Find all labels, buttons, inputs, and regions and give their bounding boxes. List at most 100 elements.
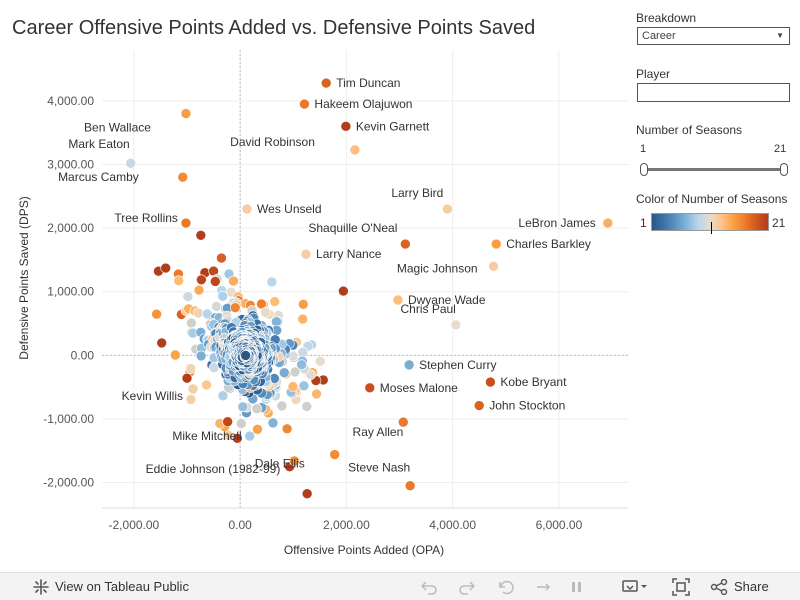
data-point[interactable] xyxy=(235,418,247,429)
data-point[interactable] xyxy=(297,298,309,310)
labeled-data-point[interactable] xyxy=(180,217,192,229)
data-point[interactable] xyxy=(216,252,227,264)
data-point[interactable] xyxy=(301,488,313,500)
data-point[interactable] xyxy=(251,403,263,414)
data-point[interactable] xyxy=(314,356,326,367)
labeled-data-point[interactable] xyxy=(488,260,499,272)
seasons-slider-track[interactable] xyxy=(642,168,786,171)
data-point[interactable] xyxy=(222,416,233,428)
data-point[interactable] xyxy=(287,381,299,392)
data-point[interactable] xyxy=(281,423,293,435)
breakdown-value: Career xyxy=(642,30,676,42)
data-point[interactable] xyxy=(217,290,228,302)
data-point[interactable] xyxy=(156,337,167,349)
redo-button[interactable] xyxy=(458,573,476,600)
data-point[interactable] xyxy=(195,350,207,362)
data-point[interactable] xyxy=(256,298,267,310)
color-legend-title: Color of Number of Seasons xyxy=(636,192,788,206)
breakdown-dropdown[interactable]: Career ▼ xyxy=(637,27,790,45)
share-icon xyxy=(710,578,728,595)
data-point[interactable] xyxy=(289,366,301,378)
redo-icon xyxy=(459,580,476,595)
data-point[interactable] xyxy=(217,390,229,402)
labeled-data-point[interactable] xyxy=(300,248,312,260)
revert-button[interactable] xyxy=(498,573,516,600)
data-point[interactable] xyxy=(223,430,234,441)
data-point[interactable] xyxy=(192,307,204,319)
labeled-data-point[interactable] xyxy=(177,171,189,183)
labeled-points xyxy=(125,77,614,492)
data-point[interactable] xyxy=(260,307,271,318)
labeled-data-point[interactable] xyxy=(485,376,496,388)
data-point[interactable] xyxy=(267,417,279,429)
labeled-data-point[interactable] xyxy=(299,98,310,110)
y-tick-label: 3,000.00 xyxy=(47,158,94,172)
labeled-data-point[interactable] xyxy=(329,449,341,460)
labeled-data-point[interactable] xyxy=(349,144,361,156)
data-point[interactable] xyxy=(266,276,278,288)
data-point[interactable] xyxy=(193,284,205,296)
x-axis-label: Offensive Points Added (OPA) xyxy=(284,543,444,557)
labeled-data-point[interactable] xyxy=(181,372,193,384)
data-point[interactable] xyxy=(228,275,239,287)
data-point[interactable] xyxy=(269,296,281,307)
labeled-data-point[interactable] xyxy=(364,382,376,394)
labeled-data-point[interactable] xyxy=(403,359,415,371)
labeled-data-point[interactable] xyxy=(404,480,416,492)
data-point[interactable] xyxy=(185,363,197,374)
seasons-slider-min-handle[interactable] xyxy=(640,163,648,176)
share-button[interactable]: Share xyxy=(710,573,769,600)
data-point[interactable] xyxy=(237,401,249,413)
data-point[interactable] xyxy=(201,379,212,391)
data-point[interactable] xyxy=(187,383,199,395)
data-point[interactable] xyxy=(229,302,241,313)
pause-button[interactable] xyxy=(570,573,584,600)
labeled-data-point[interactable] xyxy=(392,294,404,306)
labeled-data-point[interactable] xyxy=(320,77,332,89)
data-point[interactable] xyxy=(338,285,349,297)
labeled-data-point[interactable] xyxy=(340,121,352,132)
data-point[interactable] xyxy=(311,388,322,400)
data-point[interactable] xyxy=(173,275,185,286)
labeled-data-point[interactable] xyxy=(400,238,411,250)
labeled-data-point[interactable] xyxy=(450,319,462,331)
seasons-slider-max-handle[interactable] xyxy=(780,163,788,176)
x-tick-label: 6,000.00 xyxy=(536,518,583,532)
data-point[interactable] xyxy=(186,317,197,329)
data-point[interactable] xyxy=(252,423,263,435)
data-point[interactable] xyxy=(301,401,313,412)
labeled-data-point[interactable] xyxy=(241,203,253,215)
data-point[interactable] xyxy=(170,349,181,361)
data-point[interactable] xyxy=(196,274,207,286)
labeled-data-point[interactable] xyxy=(289,455,300,467)
labeled-data-point[interactable] xyxy=(490,238,502,250)
view-on-tableau-button[interactable]: View on Tableau Public xyxy=(33,573,189,600)
data-point[interactable] xyxy=(240,350,251,361)
data-point[interactable] xyxy=(297,313,308,325)
data-point[interactable] xyxy=(278,367,290,378)
data-point[interactable] xyxy=(276,400,288,412)
labeled-data-point[interactable] xyxy=(244,430,256,442)
labeled-data-point[interactable] xyxy=(180,108,192,119)
data-point[interactable] xyxy=(296,359,307,370)
data-point[interactable] xyxy=(209,276,221,287)
undo-button[interactable] xyxy=(420,573,438,600)
data-point[interactable] xyxy=(297,346,309,358)
labeled-data-point[interactable] xyxy=(602,217,614,229)
download-button[interactable] xyxy=(622,573,648,600)
data-point[interactable] xyxy=(185,394,197,405)
data-point[interactable] xyxy=(160,262,171,274)
data-point[interactable] xyxy=(182,291,194,302)
labeled-data-point[interactable] xyxy=(125,157,136,169)
y-tick-label: -2,000.00 xyxy=(43,476,94,490)
labeled-data-point[interactable] xyxy=(473,400,485,411)
fullscreen-button[interactable] xyxy=(672,573,690,600)
labeled-data-point[interactable] xyxy=(397,416,409,428)
data-point[interactable] xyxy=(195,230,207,241)
data-point[interactable] xyxy=(211,301,222,312)
data-point[interactable] xyxy=(151,308,162,320)
player-input[interactable] xyxy=(637,83,790,102)
refresh-button[interactable] xyxy=(535,573,553,600)
labeled-data-point[interactable] xyxy=(442,203,453,215)
data-point[interactable] xyxy=(298,380,310,392)
